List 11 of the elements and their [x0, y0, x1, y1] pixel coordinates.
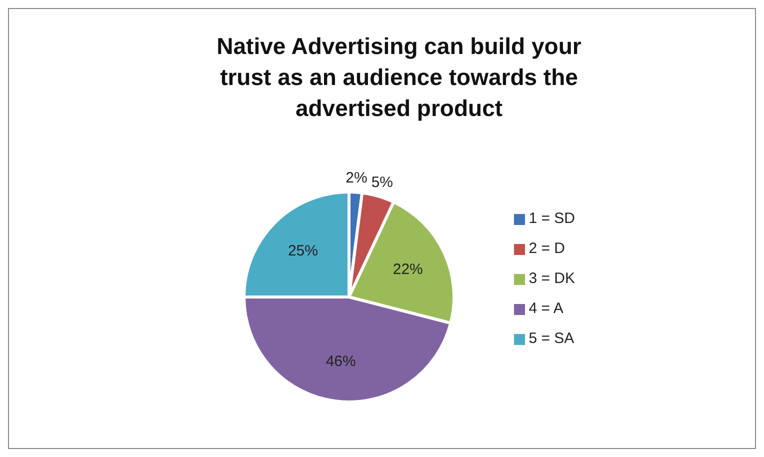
data-label: 25% — [288, 242, 318, 260]
data-label: 2% — [346, 170, 368, 187]
legend-label: 1 = SD — [528, 210, 575, 227]
legend-label: 4 = A — [528, 300, 564, 317]
legend-label: 2 = D — [528, 240, 565, 257]
chart-title: Native Advertising can build your trust as an audience towards the advertised product — [216, 32, 582, 123]
data-label: 46% — [326, 353, 356, 370]
data-label: 22% — [392, 260, 423, 278]
legend-label: 5 = SA — [528, 330, 574, 347]
legend-label: 3 = DK — [528, 270, 575, 287]
data-label: 5% — [371, 174, 394, 192]
